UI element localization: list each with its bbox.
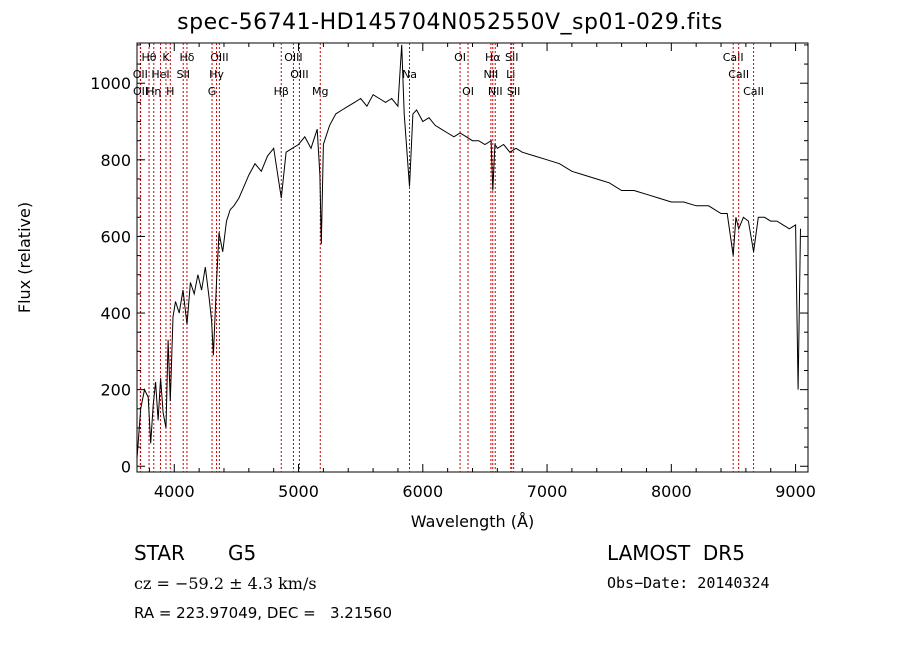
redshift-value: cz = −59.2 ± 4.3 km/s <box>134 574 317 593</box>
line-marker-label: OIII <box>290 68 308 81</box>
line-marker-label: Hδ <box>179 51 194 64</box>
line-marker-label: OI <box>462 85 474 98</box>
coordinates: RA = 223.97049, DEC = 3.21560 <box>134 604 393 622</box>
y-axis-label: Flux (relative) <box>15 202 34 313</box>
x-tick-label: 9000 <box>775 482 816 501</box>
line-marker-label: Li <box>506 68 515 81</box>
line-marker-label: OII <box>133 85 148 98</box>
y-tick-label: 1000 <box>90 74 131 93</box>
line-marker-label: CaII <box>723 51 744 64</box>
spectral-subclass: G5 <box>228 541 257 565</box>
line-marker-label: SII <box>507 85 520 98</box>
line-marker-label: K <box>162 51 170 64</box>
line-marker-label: Hθ <box>142 51 157 64</box>
x-axis-label: Wavelength (Å) <box>411 512 534 531</box>
spectrum-line <box>136 44 801 459</box>
line-marker-label: Hβ <box>274 85 289 98</box>
line-marker-label: SII <box>505 51 518 64</box>
line-marker-label: Hγ <box>209 68 224 81</box>
line-marker-label: H <box>166 85 174 98</box>
line-marker-label: CaII <box>728 68 749 81</box>
line-marker-label: OIII <box>210 51 228 64</box>
line-marker-label: G <box>208 85 217 98</box>
line-marker-label: Hη <box>146 85 161 98</box>
line-marker-label: OIII <box>284 51 302 64</box>
y-tick-label: 200 <box>100 381 131 400</box>
object-class: STAR <box>134 541 185 565</box>
line-marker-label: CaII <box>743 85 764 98</box>
line-marker-label: NII <box>484 68 499 81</box>
survey-release: LAMOST DR5 <box>607 541 745 565</box>
y-tick-label: 0 <box>121 457 131 476</box>
y-tick-label: 600 <box>100 227 131 246</box>
x-tick-label: 7000 <box>527 482 568 501</box>
chart-title: spec-56741-HD145704N052550V_sp01-029.fit… <box>177 10 723 35</box>
x-tick-label: 6000 <box>402 482 443 501</box>
observation-date: Obs−Date: 20140324 <box>607 574 770 592</box>
line-marker-label: SII <box>176 68 189 81</box>
line-marker-label: OII <box>133 68 148 81</box>
line-marker-label: Mg <box>312 85 328 98</box>
line-marker-label: OI <box>454 51 466 64</box>
line-marker-label: Na <box>402 68 417 81</box>
plot-frame <box>136 42 809 473</box>
y-tick-label: 800 <box>100 151 131 170</box>
y-tick-label: 400 <box>100 304 131 323</box>
x-tick-label: 4000 <box>154 482 195 501</box>
line-marker-label: NII <box>488 85 503 98</box>
x-tick-label: 8000 <box>651 482 692 501</box>
line-marker-label: HeI <box>151 68 169 81</box>
x-tick-label: 5000 <box>278 482 319 501</box>
line-marker-label: Hα <box>485 51 501 64</box>
